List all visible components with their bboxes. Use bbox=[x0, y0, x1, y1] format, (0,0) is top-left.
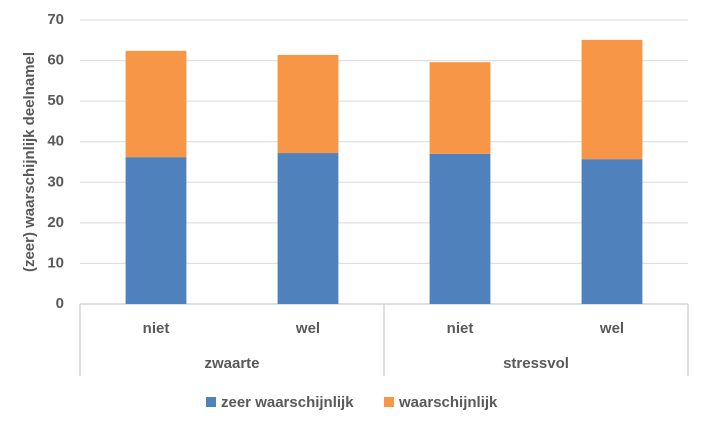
legend-label: zeer waarschijnlijk bbox=[221, 394, 354, 411]
bar-segment bbox=[429, 62, 491, 154]
y-tick-label: 70 bbox=[47, 11, 64, 28]
bar-segment bbox=[277, 54, 339, 154]
legend-swatch bbox=[384, 397, 394, 407]
y-tick-label: 40 bbox=[47, 133, 64, 150]
bar-segment bbox=[125, 157, 187, 304]
bar-segment bbox=[581, 39, 643, 160]
y-tick-label: 10 bbox=[47, 254, 64, 271]
y-tick-label: 30 bbox=[47, 173, 64, 190]
x-tick-label: wel bbox=[295, 320, 320, 337]
y-axis-label: (zeer) waarschijnlijk deelnamel bbox=[21, 52, 38, 272]
y-tick-label: 0 bbox=[56, 295, 64, 312]
y-tick-label: 60 bbox=[47, 52, 64, 69]
x-tick-label: niet bbox=[447, 320, 474, 337]
group-label: stressvol bbox=[503, 355, 569, 372]
bar-segment bbox=[277, 153, 339, 304]
legend-swatch bbox=[206, 397, 216, 407]
y-tick-label: 20 bbox=[47, 214, 64, 231]
bar-segment bbox=[125, 50, 187, 158]
legend-label: waarschijnlijk bbox=[398, 394, 498, 411]
y-tick-label: 50 bbox=[47, 92, 64, 109]
bar-segment bbox=[581, 159, 643, 304]
bar-segment bbox=[429, 153, 491, 304]
group-label: zwaarte bbox=[204, 355, 259, 372]
x-tick-label: wel bbox=[599, 320, 624, 337]
x-tick-label: niet bbox=[143, 320, 170, 337]
